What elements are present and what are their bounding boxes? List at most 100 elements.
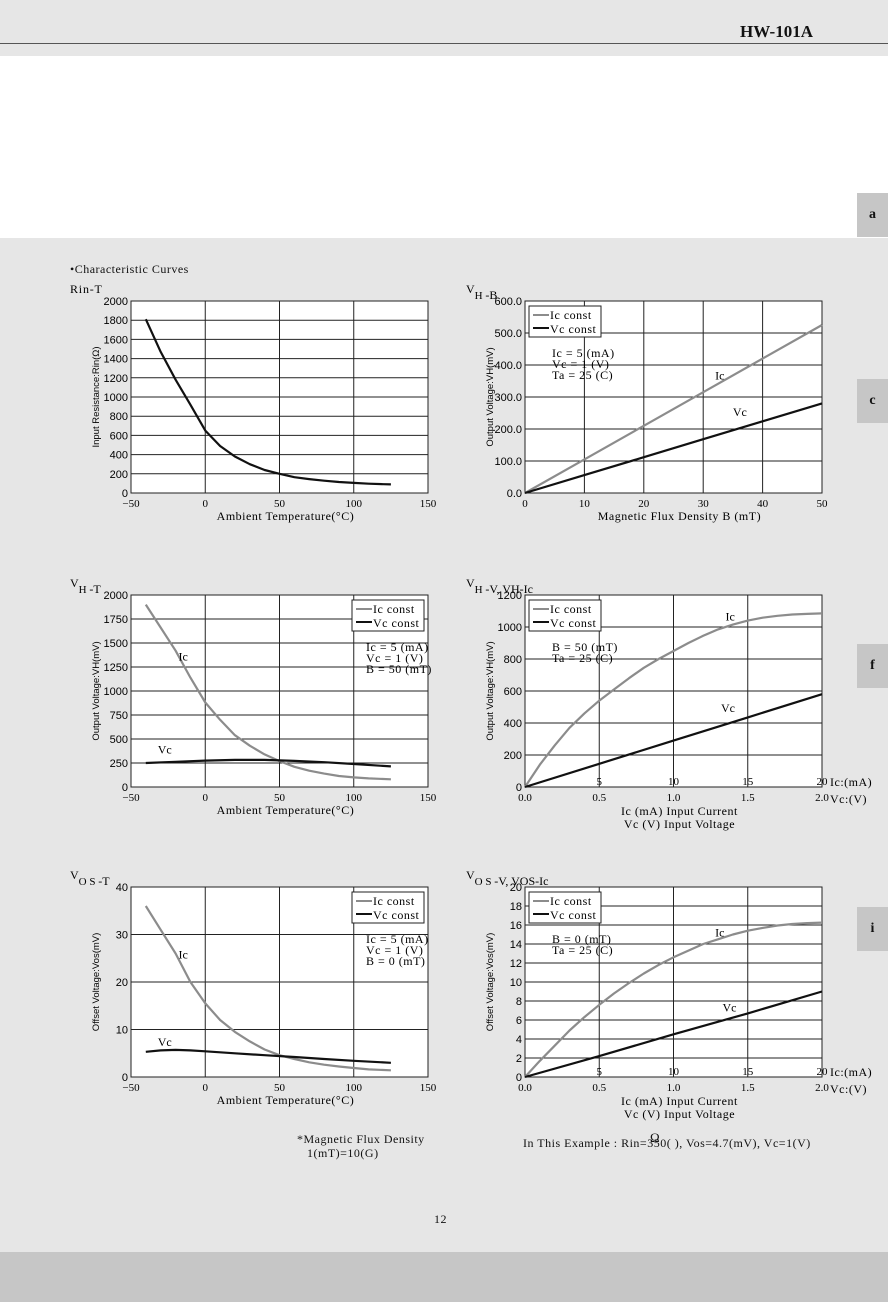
x-tick-label: 0 (203, 1082, 209, 1094)
x-tick-label: 2.0 (815, 792, 829, 804)
y-tick-label: 0 (122, 488, 128, 500)
y-tick-label: 0 (122, 782, 128, 794)
x-axis-label: Magnetic Flux Density B (mT) (598, 509, 761, 523)
x-tick-top-label: 15 (742, 776, 754, 788)
y-tick-label: 1600 (104, 334, 128, 346)
curve-label-ic: Ic (179, 649, 188, 663)
x-unit-bottom: Vc:(V) (830, 1082, 867, 1096)
x-tick-label: 10 (579, 498, 591, 510)
x-axis-label: Ic (mA) Input Current (621, 804, 738, 818)
x-tick-label: −50 (122, 1082, 140, 1094)
chart-title: VO S -T (70, 868, 110, 888)
legend-box (528, 891, 602, 924)
y-tick-label: 16 (510, 920, 522, 932)
legend-label-vc: Vc const (550, 908, 596, 922)
y-tick-label: 750 (110, 710, 128, 722)
curve-label-ic: Ic (725, 610, 734, 624)
curve-label-vc: Vc (158, 742, 172, 756)
series-line-ic (144, 604, 391, 781)
y-tick-label: 200 (110, 469, 128, 481)
y-tick-label: 0.0 (507, 488, 522, 500)
page-number: 12 (434, 1212, 447, 1226)
doc-title: HW-101A (739, 22, 813, 41)
chart-title: VH -V, VH-Ic (466, 576, 533, 596)
y-tick-label: 30 (116, 930, 128, 942)
legend-label-vc: Vc const (550, 616, 596, 630)
footnote-line1: *Magnetic Flux Density (297, 1132, 425, 1146)
legend-box (351, 599, 425, 632)
y-tick-label: 1000 (104, 392, 128, 404)
curve-label-vc: Vc (723, 1000, 737, 1014)
y-tick-label: 12 (510, 958, 522, 970)
legend-label-vc: Vc const (373, 616, 419, 630)
side-tab-i[interactable]: i (857, 907, 888, 951)
chart-title: VO S -V, VOS-Ic (466, 868, 548, 888)
condition-text: Ic = 5 (mA) (366, 640, 429, 654)
footer-band (0, 1252, 888, 1302)
x-tick-label: 0 (522, 498, 528, 510)
y-tick-label: 200.0 (494, 424, 522, 436)
x-tick-label: 50 (274, 498, 286, 510)
x-tick-label: 1.5 (741, 1082, 755, 1094)
y-tick-label: 300.0 (494, 392, 522, 404)
y-tick-label: 400 (504, 718, 522, 730)
side-tab-c[interactable]: c (857, 379, 888, 423)
x-tick-label: −50 (122, 498, 140, 510)
y-tick-label: 10 (510, 977, 522, 989)
x-tick-label: 40 (757, 498, 769, 510)
series-line-ic (524, 324, 823, 494)
x-tick-label: 2.0 (815, 1082, 829, 1094)
side-tab-f[interactable]: f (857, 644, 888, 688)
y-tick-label: 20 (510, 882, 522, 894)
y-axis-label: Output Voltage:VH(mV) (485, 641, 496, 740)
condition-text: Ta = 25 (C) (552, 368, 613, 382)
x-tick-label: 1.0 (667, 1082, 681, 1094)
y-tick-label: 20 (116, 977, 128, 989)
condition-text: Ta = 25 (C) (552, 651, 613, 665)
y-tick-label: 0 (516, 1072, 522, 1084)
chart-vh-b: 0 10 20 30 40 500.0100.0200.0300.0400.0500.06… (466, 282, 828, 523)
x-tick-label: 150 (420, 1082, 437, 1094)
series-line-vc (145, 758, 391, 768)
x-tick-top-label: 10 (668, 1066, 680, 1078)
y-tick-label: 400 (110, 450, 128, 462)
x-tick-label: 20 (638, 498, 650, 510)
condition-text: Vc = 1 (V) (366, 651, 423, 665)
y-tick-label: 0 (516, 782, 522, 794)
y-tick-label: 600 (110, 430, 128, 442)
x-unit-bottom: Vc:(V) (830, 792, 867, 806)
y-axis-label: Offset Voltage:Vos(mV) (91, 933, 102, 1032)
legend-label-ic: Ic const (550, 308, 592, 322)
condition-text: B = 50 (mT) (366, 662, 432, 676)
y-tick-label: 2 (516, 1053, 522, 1065)
x-tick-label: 150 (420, 498, 437, 510)
y-tick-label: 100.0 (494, 456, 522, 468)
side-tab-a[interactable]: a (857, 193, 888, 237)
y-axis-label: Offset Voltage:Vos(mV) (485, 933, 496, 1032)
y-tick-label: 1400 (104, 354, 128, 366)
y-tick-label: 18 (510, 901, 522, 913)
legend-label-ic: Ic const (373, 894, 415, 908)
x-tick-label: 1.0 (667, 792, 681, 804)
y-tick-label: 1750 (104, 614, 128, 626)
curve-label-vc: Vc (733, 405, 747, 419)
y-tick-label: 4 (516, 1034, 522, 1046)
condition-text: Ta = 25 (C) (552, 943, 613, 957)
series-line-vc (524, 990, 823, 1079)
x-unit-top: Ic:(mA) (830, 1065, 872, 1079)
curve-label-ic: Ic (179, 947, 188, 961)
y-tick-label: 1000 (104, 686, 128, 698)
y-tick-label: 0 (122, 1072, 128, 1084)
y-tick-label: 600 (504, 686, 522, 698)
y-tick-label: 1800 (104, 315, 128, 327)
y-axis-label: Input Resistance:Rin(Ω) (91, 346, 102, 447)
y-tick-label: 1200 (498, 590, 522, 602)
x-tick-label: 0.5 (592, 792, 606, 804)
y-tick-label: 6 (516, 1015, 522, 1027)
y-tick-label: 400.0 (494, 360, 522, 372)
x-tick-top-label: 5 (597, 776, 603, 788)
chart-title: VH -B (466, 282, 497, 302)
x-tick-top-label: 20 (817, 776, 829, 788)
x-tick-top-label: 20 (817, 1066, 829, 1078)
